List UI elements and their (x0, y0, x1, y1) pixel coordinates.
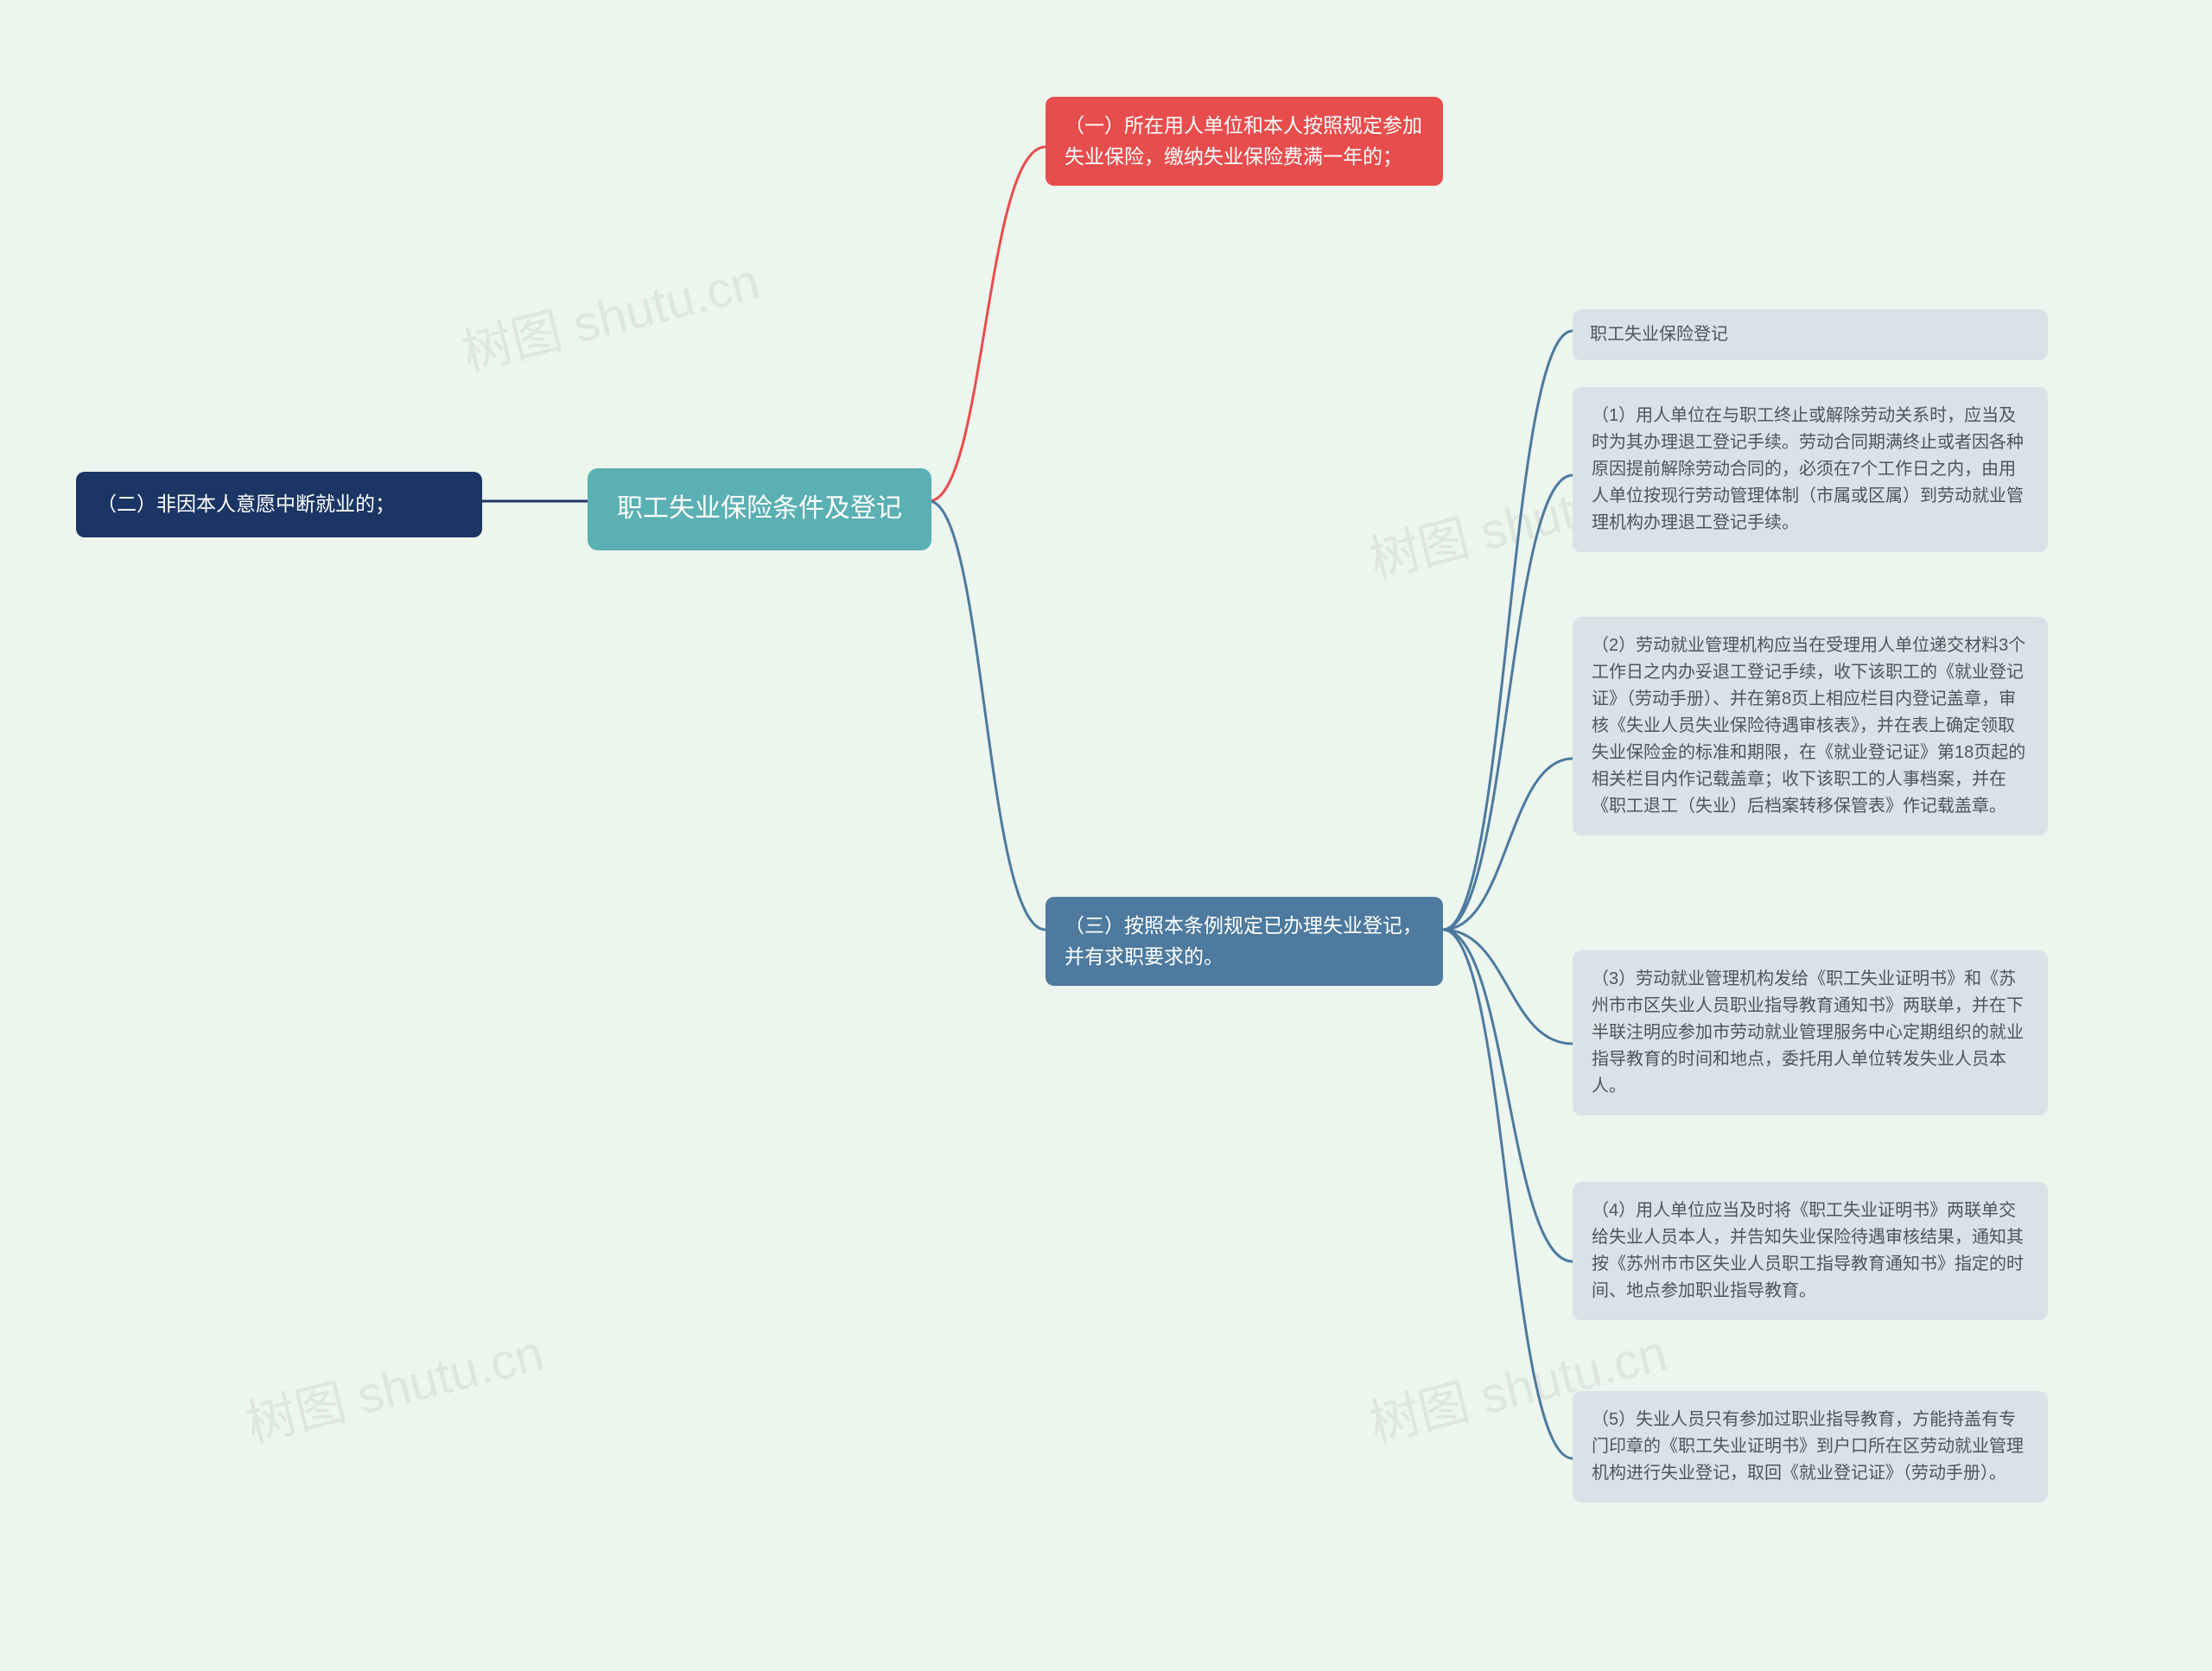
leaf-node-1[interactable]: （1）用人单位在与职工终止或解除劳动关系时，应当及时为其办理退工登记手续。劳动合… (1573, 387, 2048, 552)
leaf-5-label: （5）失业人员只有参加过职业指导教育，方能持盖有专门印章的《职工失业证明书》到户… (1592, 1410, 2024, 1483)
leaf-node-2[interactable]: （2）劳动就业管理机构应当在受理用人单位递交材料3个工作日之内办妥退工登记手续，… (1573, 617, 2048, 836)
branch-1-label: （一）所在用人单位和本人按照规定参加失业保险，缴纳失业保险费满一年的； (1065, 114, 1422, 168)
leaf-3-label: （3）劳动就业管理机构发给《职工失业证明书》和《苏州市市区失业人员职业指导教育通… (1592, 969, 2024, 1096)
leaf-node-0[interactable]: 职工失业保险登记 (1573, 309, 2048, 360)
leaf-node-5[interactable]: （5）失业人员只有参加过职业指导教育，方能持盖有专门印章的《职工失业证明书》到户… (1573, 1391, 2048, 1503)
watermark: 树图 shutu.cn (238, 1312, 550, 1457)
mindmap-canvas: 树图 shutu.cn 树图 shutu.cn 树图 shutu.cn 树图 s… (0, 0, 2212, 1671)
leaf-0-label: 职工失业保险登记 (1590, 325, 1728, 344)
leaf-2-label: （2）劳动就业管理机构应当在受理用人单位递交材料3个工作日之内办妥退工登记手续，… (1592, 636, 2025, 816)
root-label: 职工失业保险条件及登记 (617, 494, 902, 523)
leaf-4-label: （4）用人单位应当及时将《职工失业证明书》两联单交给失业人员本人，并告知失业保险… (1592, 1201, 2024, 1300)
branch-2-label: （二）非因本人意愿中断就业的； (97, 492, 395, 515)
leaf-node-4[interactable]: （4）用人单位应当及时将《职工失业证明书》两联单交给失业人员本人，并告知失业保险… (1573, 1182, 2048, 1320)
watermark: 树图 shutu.cn (454, 241, 766, 385)
branch-node-2[interactable]: （二）非因本人意愿中断就业的； (76, 472, 482, 537)
root-node[interactable]: 职工失业保险条件及登记 (588, 468, 931, 550)
branch-node-1[interactable]: （一）所在用人单位和本人按照规定参加失业保险，缴纳失业保险费满一年的； (1046, 97, 1443, 186)
branch-node-3[interactable]: （三）按照本条例规定已办理失业登记，并有求职要求的。 (1046, 897, 1443, 986)
leaf-1-label: （1）用人单位在与职工终止或解除劳动关系时，应当及时为其办理退工登记手续。劳动合… (1592, 406, 2024, 532)
branch-3-label: （三）按照本条例规定已办理失业登记，并有求职要求的。 (1065, 914, 1422, 968)
leaf-node-3[interactable]: （3）劳动就业管理机构发给《职工失业证明书》和《苏州市市区失业人员职业指导教育通… (1573, 950, 2048, 1115)
